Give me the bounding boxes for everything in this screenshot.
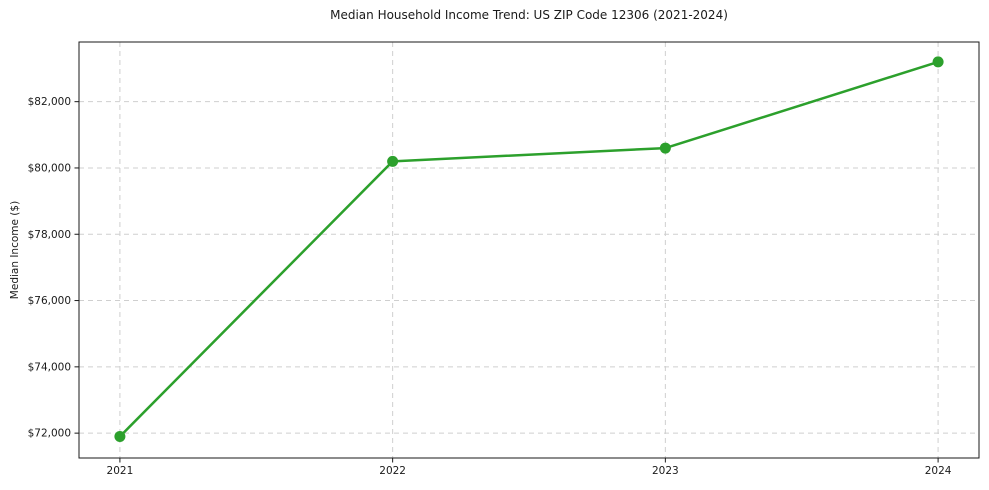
y-tick-label: $78,000 bbox=[28, 229, 71, 241]
y-tick-label: $72,000 bbox=[28, 428, 71, 440]
plot-border bbox=[78, 41, 980, 459]
x-tick-label: 2023 bbox=[652, 465, 679, 477]
y-tick-label: $82,000 bbox=[28, 96, 71, 108]
data-point-marker bbox=[114, 430, 126, 442]
x-tick-label: 2022 bbox=[379, 465, 406, 477]
x-tick-label: 2021 bbox=[107, 465, 134, 477]
chart-title: Median Household Income Trend: US ZIP Co… bbox=[330, 8, 728, 22]
y-tick-label: $80,000 bbox=[28, 162, 71, 174]
income-trend-line bbox=[118, 60, 940, 438]
data-point-marker bbox=[659, 142, 671, 154]
data-point-marker bbox=[387, 155, 399, 167]
y-axis-label: Median Income ($) bbox=[9, 200, 21, 300]
data-point-marker bbox=[932, 56, 944, 68]
x-tick-label: 2024 bbox=[925, 465, 952, 477]
y-tick-label: $74,000 bbox=[28, 361, 71, 373]
y-tick-label: $76,000 bbox=[28, 295, 71, 307]
